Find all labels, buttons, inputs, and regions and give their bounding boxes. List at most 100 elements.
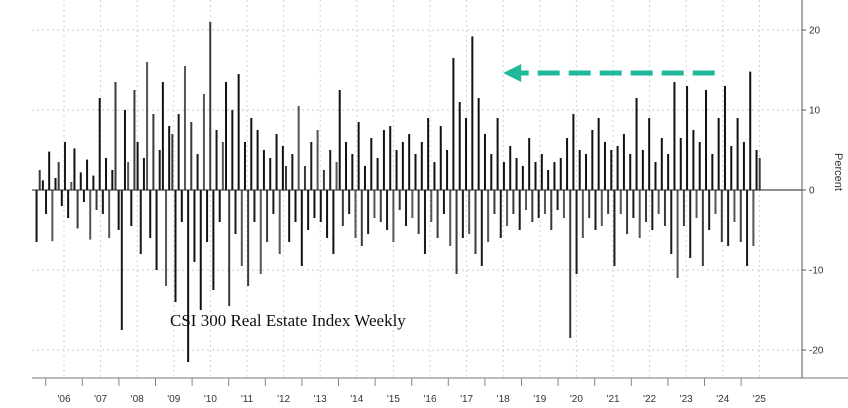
bar: [199, 190, 202, 310]
bar: [616, 146, 619, 190]
bar: [698, 142, 701, 190]
bar: [723, 86, 726, 190]
bar: [730, 146, 733, 190]
bar: [695, 190, 698, 218]
bar: [133, 90, 136, 190]
x-tick-label: '20: [570, 394, 583, 405]
bar: [168, 126, 171, 190]
bar: [171, 134, 174, 190]
bar: [417, 190, 420, 234]
bar: [269, 158, 272, 190]
bar: [41, 180, 44, 190]
bar: [465, 118, 468, 190]
bar: [187, 190, 190, 362]
bar: [319, 190, 322, 222]
bar: [645, 190, 648, 222]
bar: [259, 190, 262, 274]
bar: [288, 190, 291, 242]
bar: [127, 162, 130, 190]
bar: [354, 190, 357, 238]
bar: [196, 154, 199, 190]
bar: [108, 190, 111, 238]
x-tick-label: '18: [497, 394, 510, 405]
bar: [386, 190, 389, 230]
bar: [165, 190, 168, 286]
bar: [51, 190, 54, 242]
bar: [218, 190, 221, 222]
bar: [389, 126, 392, 190]
bar: [149, 190, 152, 238]
x-tick-label: '08: [131, 394, 144, 405]
bar: [60, 190, 63, 206]
bar: [455, 190, 458, 274]
bar: [357, 122, 360, 190]
bar: [474, 190, 477, 254]
x-tick-label: '24: [716, 394, 729, 405]
bar: [221, 142, 224, 190]
bar: [597, 118, 600, 190]
bar: [502, 162, 505, 190]
bar: [569, 190, 572, 338]
bar: [733, 190, 736, 222]
bar: [651, 190, 654, 230]
bar: [300, 190, 303, 266]
bar: [92, 175, 95, 190]
bar: [73, 148, 76, 190]
bar: [158, 150, 161, 190]
bar: [275, 134, 278, 190]
bar: [398, 190, 401, 210]
bar: [746, 190, 749, 266]
bar: [142, 158, 145, 190]
bar: [711, 154, 714, 190]
bar: [111, 170, 114, 190]
x-tick-label: '16: [423, 394, 436, 405]
bar: [310, 142, 313, 190]
bar: [487, 190, 490, 242]
bar: [146, 62, 149, 190]
bar: [329, 150, 332, 190]
bar: [193, 190, 196, 262]
bar: [490, 154, 493, 190]
bar: [512, 190, 515, 214]
bar: [212, 190, 215, 290]
bar: [493, 190, 496, 214]
bar: [547, 170, 550, 190]
bar: [253, 190, 256, 222]
bar: [708, 190, 711, 230]
bar: [667, 154, 670, 190]
x-tick-label: '12: [277, 394, 290, 405]
x-tick-label: '19: [533, 394, 546, 405]
bar: [395, 150, 398, 190]
bar: [689, 190, 692, 258]
bar: [120, 190, 123, 330]
bar: [341, 190, 344, 226]
bar: [626, 190, 629, 234]
bar: [130, 190, 133, 226]
x-tick-label: '22: [643, 394, 656, 405]
bar: [303, 166, 306, 190]
bar: [739, 190, 742, 242]
bar: [322, 170, 325, 190]
bar: [509, 146, 512, 190]
bar: [578, 150, 581, 190]
bar: [370, 138, 373, 190]
x-tick-label: '17: [460, 394, 473, 405]
bar: [736, 118, 739, 190]
x-tick-label: '14: [350, 394, 363, 405]
bar: [679, 138, 682, 190]
bar: [581, 190, 584, 238]
x-tick-label: '11: [241, 394, 254, 405]
bar: [392, 190, 395, 242]
bar: [673, 82, 676, 190]
x-tick-label: '07: [94, 394, 107, 405]
bar: [749, 71, 752, 190]
bar: [70, 182, 73, 190]
bar: [67, 190, 70, 218]
bar: [183, 66, 186, 190]
bar: [705, 90, 708, 190]
bar: [506, 190, 509, 226]
bar: [57, 162, 60, 190]
x-tick-label: '13: [314, 394, 327, 405]
bar: [332, 190, 335, 254]
